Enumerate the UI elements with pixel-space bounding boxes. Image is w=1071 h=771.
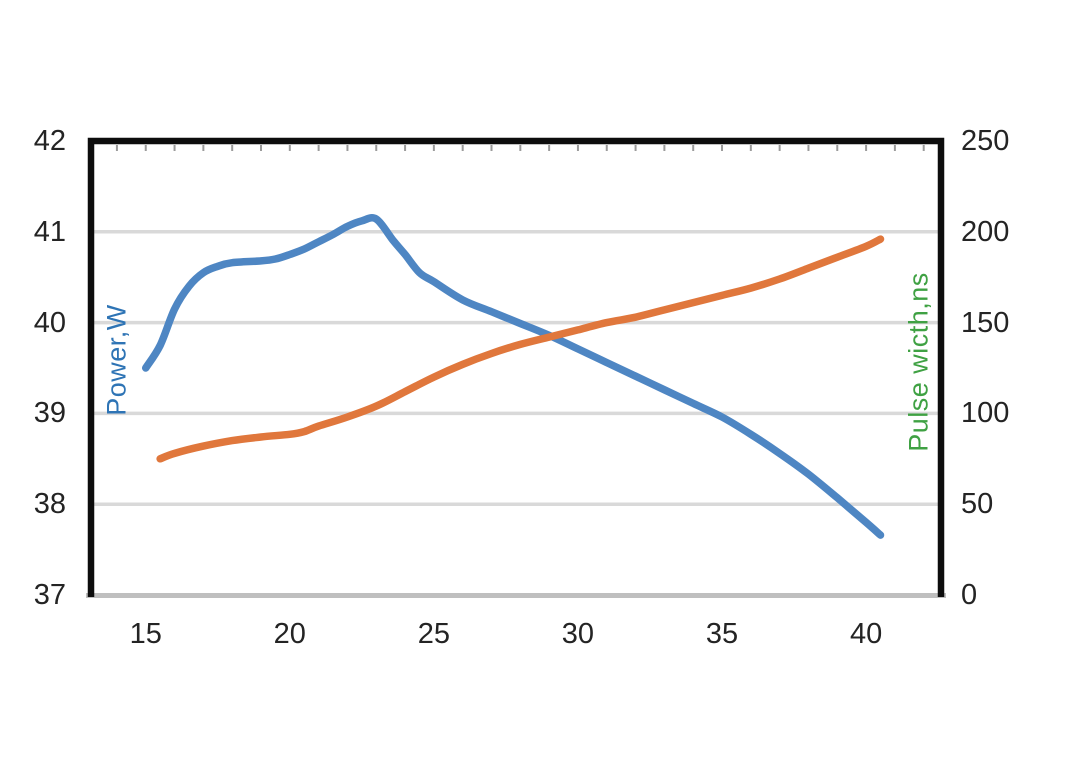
y-left-tick-label: 41 [33,215,66,248]
y-right-tick-label: 0 [961,579,978,611]
y-right-tick-label: 200 [961,215,1010,248]
x-tick-label: 30 [561,618,595,650]
y-right-tick-label: 50 [961,488,994,521]
x-tick-label: 40 [849,618,883,650]
x-tick-label: 20 [273,618,306,650]
y-right-tick-label: 250 [961,125,1010,157]
x-tick-label: 35 [705,618,739,650]
x-tick-label: 25 [417,618,450,650]
plot-frame-spines [87,137,945,597]
y-left-tick-label: 42 [33,125,66,157]
right-axis-title: Pulse wicth,ns [903,272,934,452]
y-right-tick-label: 150 [961,306,1010,339]
y-left-tick-label: 40 [33,306,66,339]
x-tick-label: 15 [129,618,162,650]
pulse-width-series-line [156,235,885,463]
y-left-tick-label: 37 [33,579,66,611]
y-right-tick-label: 100 [961,397,1010,430]
y-left-tick-label: 39 [33,397,66,430]
y-left-tick-label: 38 [33,488,66,521]
power-series-line [141,214,885,539]
left-axis-title: Power,W [101,304,132,416]
